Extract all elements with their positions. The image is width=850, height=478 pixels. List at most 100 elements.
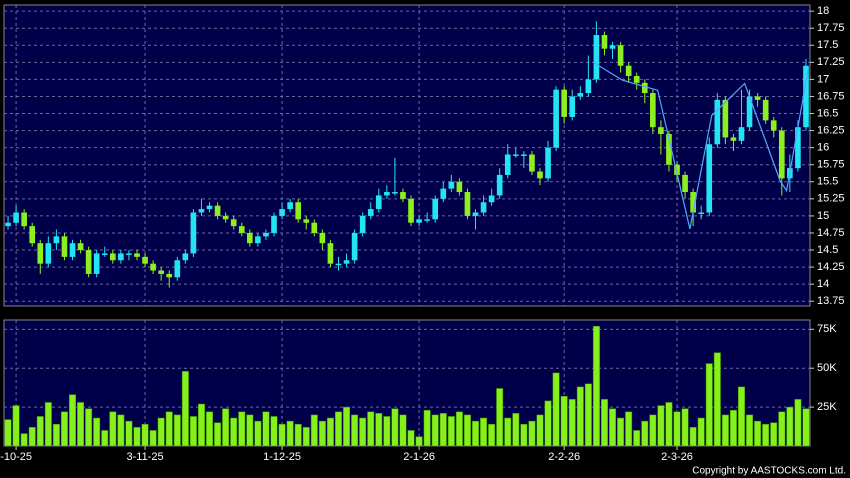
candle-body: [770, 120, 777, 131]
candle-body: [271, 215, 277, 233]
volume-bar: [463, 414, 471, 447]
overlay-line: [592, 61, 809, 230]
candle-body: [601, 35, 608, 49]
candle-body: [738, 127, 745, 141]
candle-body: [150, 263, 156, 271]
candle-body: [77, 243, 84, 251]
volume-bar: [713, 352, 721, 447]
volume-bar: [69, 394, 76, 447]
x-tick-label: -10-25: [0, 451, 32, 463]
y-tick-label: 14.5: [817, 244, 838, 256]
volume-bar: [36, 416, 44, 447]
volume-panel: [3, 319, 811, 447]
candle-body: [754, 96, 761, 100]
candle-body: [69, 243, 76, 257]
candle-body: [37, 243, 44, 264]
y-tick-label: 16.25: [817, 124, 845, 136]
volume-bar: [359, 417, 367, 447]
candle-body: [488, 195, 495, 203]
candle-body: [351, 232, 358, 261]
volume-bar: [44, 402, 52, 447]
volume-bar: [77, 402, 85, 447]
candle-body: [255, 236, 261, 244]
volume-bar: [197, 403, 205, 447]
volume-bar: [335, 411, 342, 447]
volume-bar: [101, 430, 109, 447]
x-tick-label: 2-3-26: [661, 451, 693, 463]
volume-bar: [552, 372, 560, 447]
volume-bar: [246, 414, 254, 447]
candle-body: [472, 212, 479, 216]
candle-body: [319, 232, 326, 244]
candle-body: [13, 212, 19, 223]
volume-bar: [504, 417, 512, 447]
candle-body: [174, 260, 181, 278]
volume-bar: [455, 411, 463, 447]
volume-bar: [665, 402, 673, 447]
candle-body: [85, 250, 92, 274]
volume-bar: [117, 414, 125, 447]
candle-body: [263, 232, 269, 237]
volume-bar: [609, 408, 617, 447]
copyright: Copyright by AASTOCKS.com Ltd.: [692, 466, 846, 477]
volume-bar: [528, 420, 536, 447]
volume-bar: [705, 363, 713, 447]
candle-body: [448, 181, 455, 189]
candle-body: [795, 127, 801, 169]
candle-body: [698, 212, 705, 214]
volume-bar: [729, 409, 737, 447]
volume-bar: [326, 417, 334, 447]
candle-body: [214, 205, 221, 216]
candle-body: [222, 215, 229, 220]
candle-body: [690, 192, 696, 213]
y-tick-label: 15.5: [817, 176, 838, 188]
y-tick-label: 17.25: [817, 56, 845, 68]
candle-body: [440, 188, 447, 199]
volume-bar: [472, 420, 479, 447]
candle-body: [682, 174, 688, 193]
candle-body: [746, 96, 753, 128]
volume-bar: [310, 414, 318, 447]
volume-bar: [294, 423, 302, 447]
candle-body: [118, 253, 124, 261]
volume-bar: [778, 411, 786, 447]
volume-bar: [28, 427, 36, 447]
candle-body: [617, 45, 624, 66]
candle-body: [569, 96, 576, 117]
candle-body: [408, 198, 414, 223]
y-tick-label: 25K: [817, 401, 837, 413]
volume-bar: [721, 414, 729, 447]
volume-bar: [206, 411, 214, 447]
candle-body: [537, 171, 543, 179]
price-panel: [3, 4, 811, 307]
volume-bar: [649, 414, 657, 447]
y-tick-label: 16: [817, 142, 829, 154]
volume-bar: [214, 422, 222, 447]
candle-body: [375, 195, 382, 210]
volume-bar: [689, 427, 697, 447]
volume-bar: [4, 419, 12, 447]
volume-bar: [222, 408, 230, 447]
candle-body: [561, 89, 567, 117]
volume-bar: [560, 395, 568, 447]
y-tick-label: 16.5: [817, 107, 838, 119]
y-tick-label: 75K: [817, 323, 837, 335]
volume-bar: [383, 416, 391, 447]
volume-bar: [399, 414, 407, 447]
volume-bar: [431, 414, 439, 447]
volume-bar: [286, 420, 294, 447]
candle-body: [109, 253, 116, 261]
candle-body: [521, 154, 527, 156]
candle-body: [392, 192, 398, 194]
volume-bar: [802, 408, 810, 447]
volume-bar: [617, 417, 625, 447]
x-tick-label: 1-12-25: [263, 451, 301, 463]
candle-body: [778, 130, 785, 179]
volume-bar: [109, 411, 117, 447]
candle-body: [762, 99, 769, 121]
y-tick-label: 15.25: [817, 193, 845, 205]
volume-bar: [592, 325, 600, 447]
candle-body: [45, 243, 52, 264]
candle-body: [279, 209, 285, 216]
